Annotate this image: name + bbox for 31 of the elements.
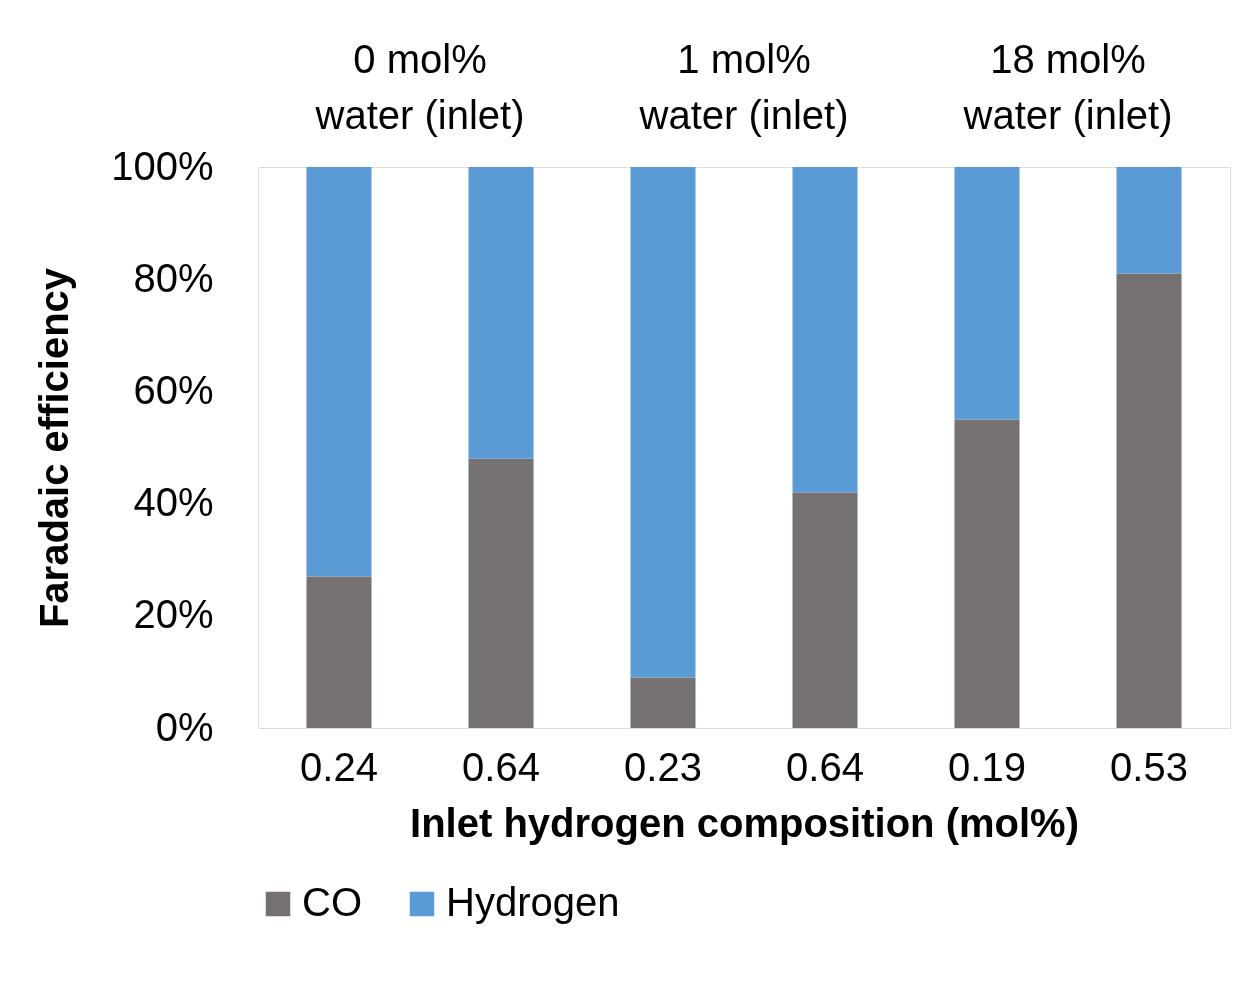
x-tick-label: 0.64: [462, 744, 540, 789]
bar: [306, 576, 372, 728]
bar: [792, 492, 858, 728]
bar: [468, 167, 534, 459]
legend-label: CO: [302, 880, 362, 924]
bar: [1116, 273, 1182, 728]
x-tick-label: 0.23: [624, 744, 702, 789]
bar: [630, 167, 696, 678]
x-tick-label: 0.19: [948, 744, 1026, 789]
bar: [954, 167, 1020, 420]
y-axis-title: Faradaic efficiency: [32, 267, 77, 629]
y-tick-label: 60%: [133, 367, 214, 412]
bar: [306, 167, 372, 577]
bar: [630, 677, 696, 728]
y-tick-label: 40%: [133, 480, 214, 525]
x-tick-label: 0.53: [1110, 744, 1188, 789]
bar: [468, 458, 534, 728]
text: 1 mol% water (inlet): [638, 37, 849, 137]
text: 18 mol% water (inlet): [962, 37, 1173, 137]
legend-label: Hydrogen: [446, 880, 620, 924]
x-tick-label: 0.24: [300, 744, 378, 789]
x-tick-label: 0.64: [786, 744, 864, 789]
y-tick-label: 100%: [111, 143, 214, 188]
bar: [792, 167, 858, 493]
y-tick-label: 80%: [133, 255, 214, 300]
text: 0 mol% water (inlet): [314, 37, 525, 137]
x-axis-title: Inlet hydrogen composition (mol%): [410, 800, 1079, 845]
y-tick-label: 20%: [133, 592, 214, 637]
y-tick-label: 0%: [155, 704, 214, 749]
bar: [1116, 167, 1182, 274]
bar: [954, 419, 1020, 728]
